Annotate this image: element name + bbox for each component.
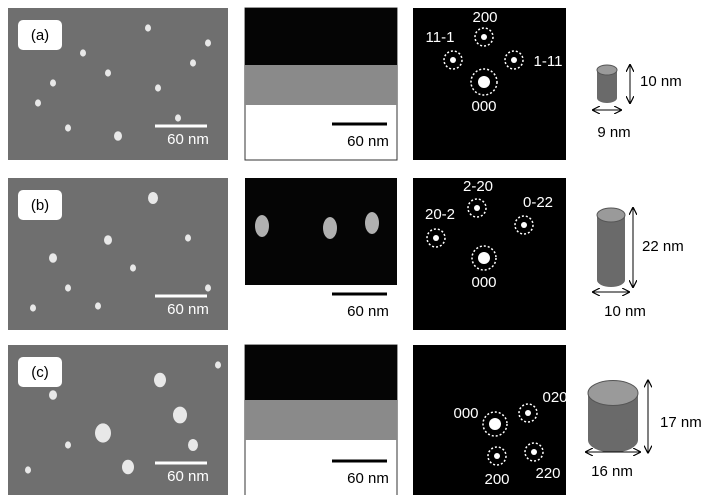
particle xyxy=(122,460,134,474)
particle xyxy=(188,439,198,451)
column xyxy=(255,215,269,237)
diameter-label: 9 nm xyxy=(597,124,630,141)
particle xyxy=(154,373,166,387)
scale-label: 60 nm xyxy=(347,470,389,487)
column xyxy=(365,212,379,234)
particle xyxy=(35,99,41,106)
spot xyxy=(433,235,439,241)
particle xyxy=(105,69,111,76)
particle xyxy=(190,59,196,66)
spot-label: 200 xyxy=(472,9,497,26)
spot-label: 220 xyxy=(535,465,560,482)
particle xyxy=(49,253,57,263)
particle xyxy=(130,264,136,271)
particle xyxy=(173,407,187,424)
diameter-label: 10 nm xyxy=(604,303,646,320)
particle xyxy=(155,84,161,91)
spot xyxy=(474,205,480,211)
particle xyxy=(30,304,36,311)
column xyxy=(323,217,337,239)
cross-dark xyxy=(245,8,397,65)
page: {"panels": [ {"label": "(a)", "sem_scale… xyxy=(0,0,723,495)
spot-label: 2-20 xyxy=(463,178,493,195)
particle xyxy=(80,49,86,56)
particle xyxy=(148,192,158,204)
particle xyxy=(95,423,111,442)
spot xyxy=(511,57,517,63)
spot xyxy=(521,222,527,228)
spot xyxy=(525,410,531,416)
spot-label: 000 xyxy=(471,274,496,291)
particle xyxy=(49,390,57,400)
spot xyxy=(531,449,537,455)
particle xyxy=(104,235,112,245)
spot-label: 1-11 xyxy=(534,53,563,70)
particle xyxy=(25,466,31,473)
spot xyxy=(489,418,501,430)
spot-label: 0-22 xyxy=(523,194,553,211)
particle xyxy=(205,39,211,46)
figure: (a) 60 nm 60 nm 200 11-1 1-11 000 10 nm 9 nm (b) 6… xyxy=(0,0,723,495)
scale-label: 60 nm xyxy=(347,303,389,320)
cross-dark xyxy=(245,345,397,400)
cylinder-top xyxy=(597,208,625,222)
spot xyxy=(450,57,456,63)
particle xyxy=(50,79,56,86)
spot-label: 11-1 xyxy=(426,29,455,46)
spot-label: 000 xyxy=(471,98,496,115)
particle xyxy=(215,361,221,368)
particle xyxy=(65,441,71,448)
cylinder-body xyxy=(597,215,625,280)
panel-label: (a) xyxy=(31,27,49,44)
cylinder-top xyxy=(597,65,617,75)
cross-film xyxy=(245,65,397,105)
height-label: 17 nm xyxy=(660,414,702,431)
particle xyxy=(205,284,211,291)
panel-label: (c) xyxy=(31,364,49,381)
cylinder-base xyxy=(588,428,638,453)
spot-label: 20-2 xyxy=(425,206,455,223)
cylinder-base xyxy=(597,273,625,287)
particle xyxy=(185,234,191,241)
scale-label: 60 nm xyxy=(347,133,389,150)
diameter-label: 16 nm xyxy=(591,463,633,480)
spot xyxy=(494,453,500,459)
spot xyxy=(478,252,490,264)
particle xyxy=(95,302,101,309)
spot-label: 000 xyxy=(453,405,478,422)
height-label: 22 nm xyxy=(642,238,684,255)
cross-film xyxy=(245,400,397,440)
spot-label: 200 xyxy=(484,471,509,488)
scale-label: 60 nm xyxy=(167,468,209,485)
scale-label: 60 nm xyxy=(167,131,209,148)
particle xyxy=(65,124,71,131)
panel-label: (b) xyxy=(31,197,49,214)
cylinder-base xyxy=(597,93,617,103)
particle xyxy=(175,114,181,121)
particle xyxy=(145,24,151,31)
spot xyxy=(481,34,487,40)
spot-label: 020 xyxy=(542,389,567,406)
height-label: 10 nm xyxy=(640,73,682,90)
particle xyxy=(65,284,71,291)
scale-label: 60 nm xyxy=(167,301,209,318)
particle xyxy=(114,131,122,141)
spot xyxy=(478,76,490,88)
cylinder-top xyxy=(588,381,638,406)
